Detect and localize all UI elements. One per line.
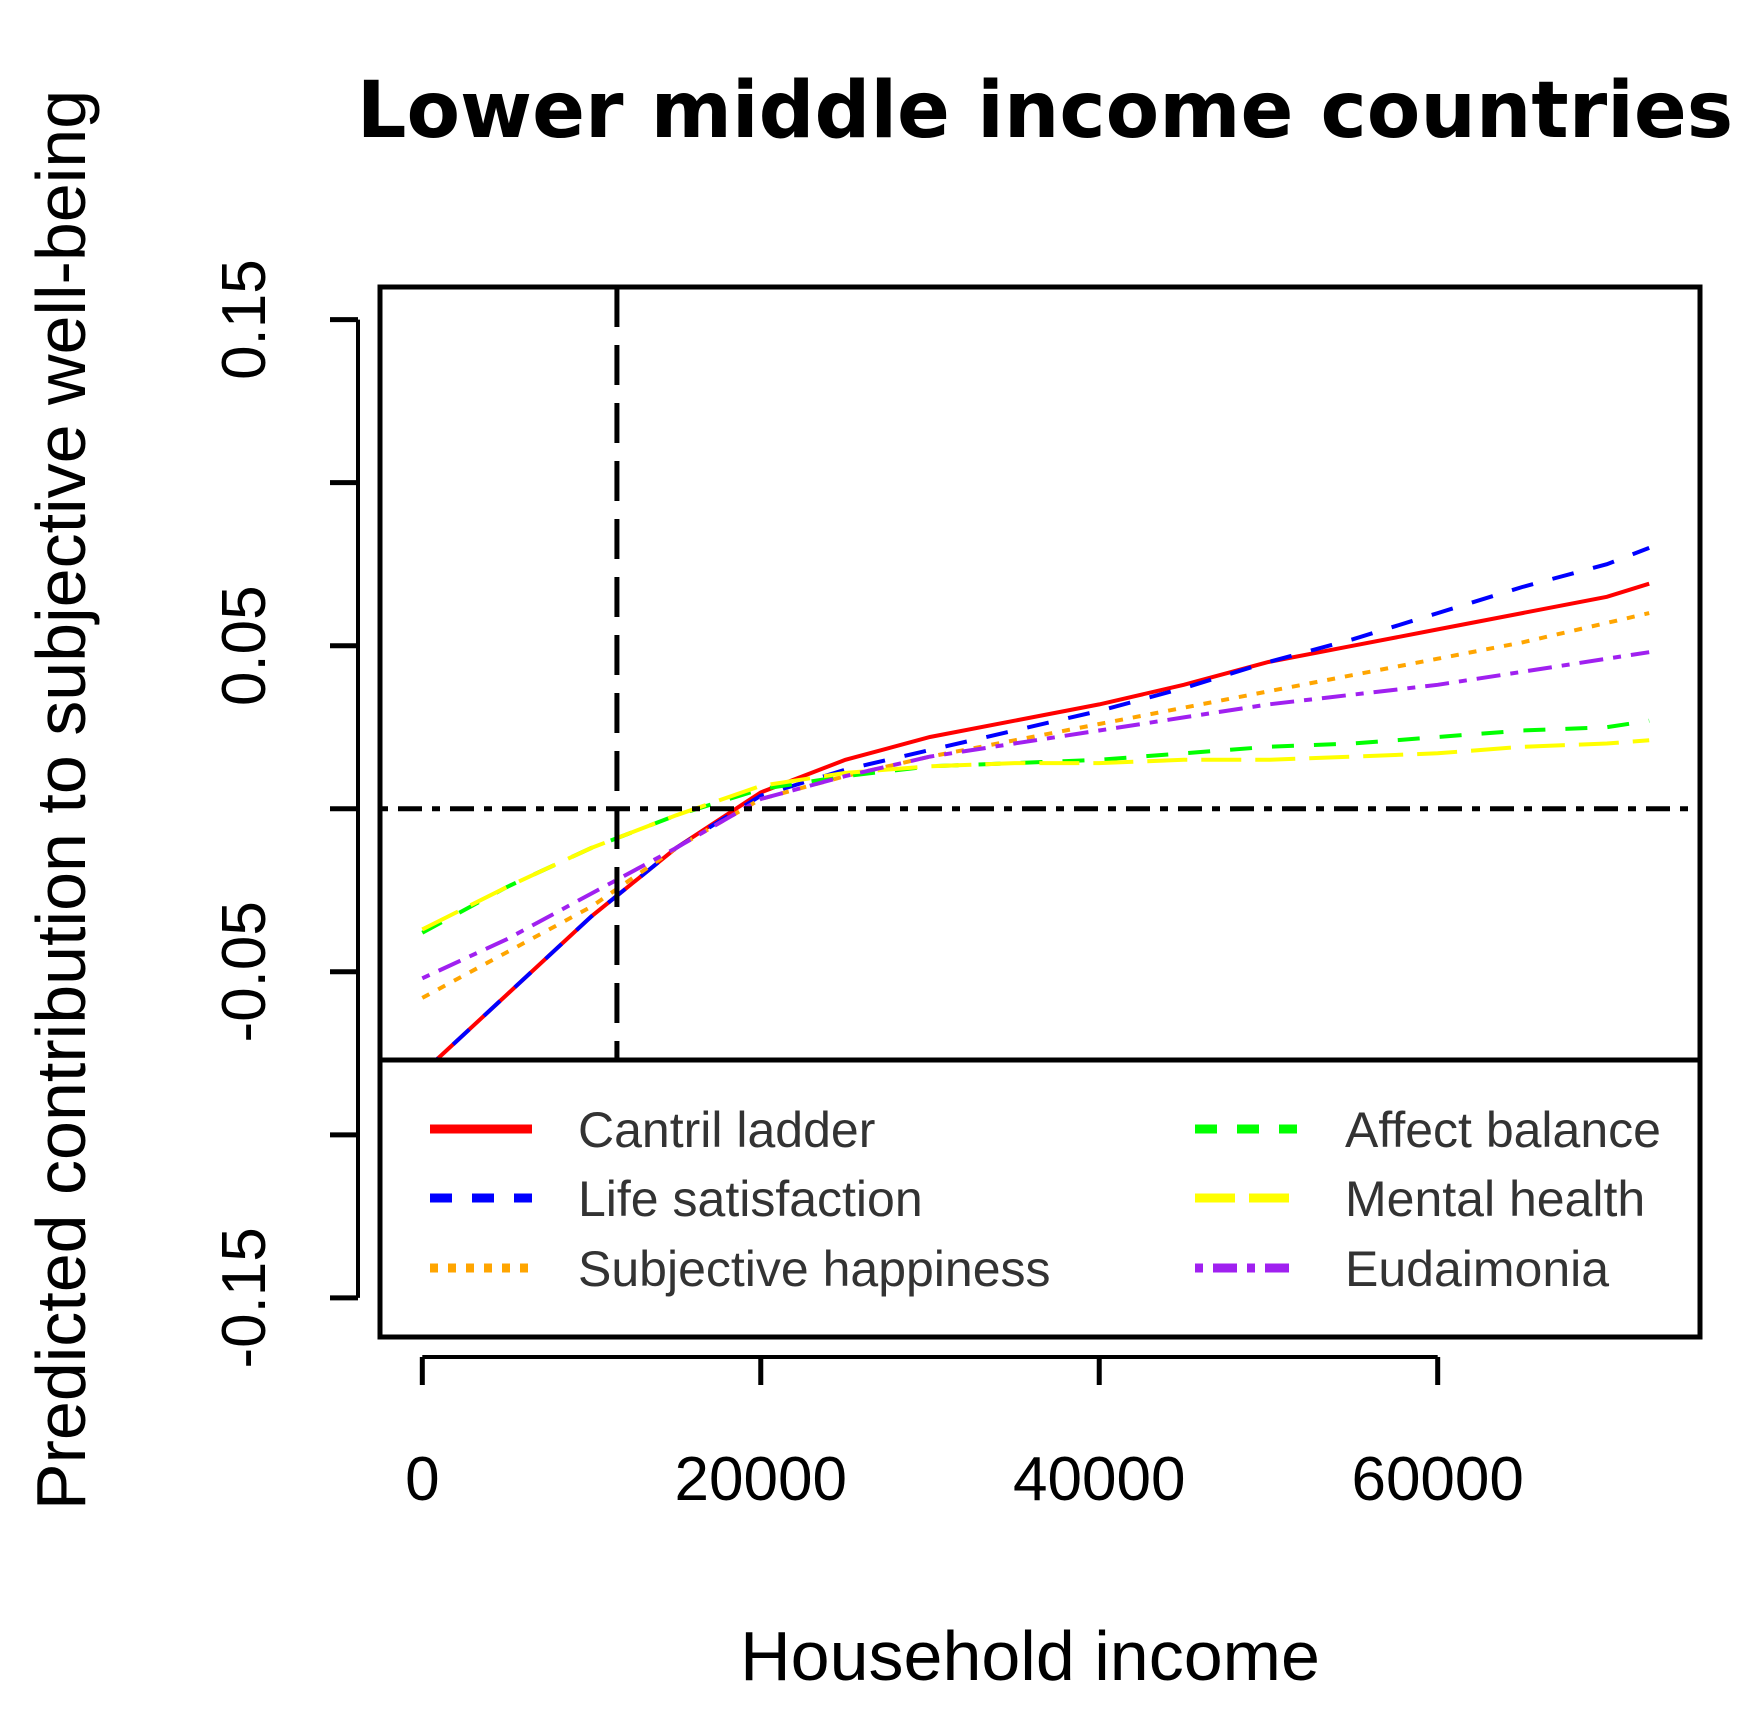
x-axis-title: Household income — [740, 1617, 1320, 1695]
y-axis-title: Predicted contribution to subjective wel… — [22, 90, 100, 1510]
legend-box — [377, 1057, 1703, 1340]
x-tick-label-0: 0 — [405, 1445, 439, 1514]
axes: 0 20000 40000 60000 -0.15 -0.05 0.05 0.15 — [210, 259, 1524, 1514]
y-tick-label-6: 0.15 — [210, 259, 279, 380]
chart-title: Lower middle income countries — [357, 66, 1733, 156]
x-tick-label-1: 20000 — [675, 1445, 847, 1514]
y-tick-label-2: -0.05 — [210, 901, 279, 1042]
legend-label-5: Eudaimonia — [1345, 1241, 1609, 1297]
y-tick-label-4: 0.05 — [210, 585, 279, 706]
x-tick-label-2: 40000 — [1013, 1445, 1185, 1514]
series-lines — [420, 546, 1650, 1075]
legend-label-4: Mental health — [1345, 1171, 1645, 1227]
legend: Cantril ladder Life satisfaction Subjectiv… — [377, 1057, 1703, 1340]
series-line-0 — [420, 581, 1650, 1075]
x-tick-label-3: 60000 — [1351, 1445, 1523, 1514]
legend-label-2: Subjective happiness — [578, 1241, 1051, 1297]
series-line-5 — [421, 650, 1650, 981]
legend-label-3: Affect balance — [1345, 1102, 1661, 1158]
legend-label-0: Cantril ladder — [578, 1102, 875, 1158]
series-line-4 — [421, 738, 1650, 932]
series-line-1 — [420, 546, 1650, 1075]
y-tick-label-0: -0.15 — [210, 1227, 279, 1368]
series-line-2 — [421, 611, 1650, 1000]
legend-label-1: Life satisfaction — [578, 1171, 923, 1227]
series-line-3 — [421, 718, 1650, 935]
